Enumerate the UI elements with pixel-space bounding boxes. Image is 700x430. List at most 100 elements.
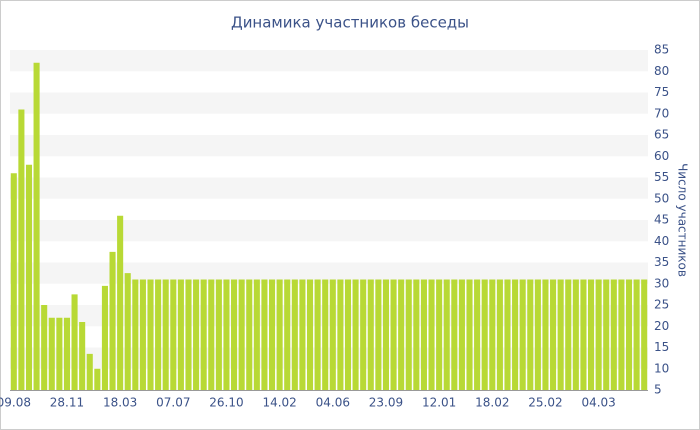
bar: [139, 279, 146, 390]
bar: [306, 279, 314, 390]
bar: [268, 279, 276, 390]
y-tick-label: 30: [654, 276, 669, 290]
bar: [322, 279, 329, 390]
bar: [519, 279, 526, 390]
bar: [86, 353, 93, 390]
bar: [375, 279, 382, 390]
bar: [238, 279, 245, 390]
bar: [185, 279, 192, 390]
bar: [382, 279, 390, 390]
bar: [284, 279, 291, 390]
bar: [124, 273, 131, 390]
bar: [94, 368, 101, 390]
bar: [466, 279, 473, 390]
bar: [177, 279, 184, 390]
bar: [329, 279, 336, 390]
bar: [504, 279, 511, 390]
bar: [534, 279, 541, 390]
bar: [41, 305, 48, 390]
bar: [18, 109, 25, 390]
y-tick-label: 5: [654, 383, 662, 397]
bar: [474, 279, 481, 390]
bar: [458, 279, 465, 390]
bar: [155, 279, 162, 390]
grid-band: [10, 92, 648, 114]
grid-band: [10, 262, 648, 284]
bar: [550, 279, 557, 390]
bar: [572, 279, 579, 390]
bar: [63, 317, 71, 390]
bar: [162, 279, 169, 390]
y-tick-label: 65: [654, 128, 669, 142]
grid-band: [10, 220, 648, 242]
bar: [101, 285, 108, 390]
x-tick-label: 26.10: [209, 396, 243, 410]
x-tick-label: 25.02: [528, 396, 562, 410]
y-tick-label: 55: [654, 170, 669, 184]
bar: [618, 279, 625, 390]
bar: [587, 279, 595, 390]
grid-band: [10, 347, 648, 369]
bar: [405, 279, 412, 390]
bar: [215, 279, 222, 390]
bar: [481, 279, 488, 390]
y-tick-label: 20: [654, 319, 669, 333]
bar: [360, 279, 367, 390]
bar: [33, 62, 40, 390]
y-tick-label: 35: [654, 255, 669, 269]
bar: [633, 279, 640, 390]
y-tick-label: 80: [654, 64, 669, 78]
bar: [10, 173, 17, 390]
bar: [261, 279, 268, 390]
bar: [420, 279, 427, 390]
bar: [625, 279, 633, 390]
bar: [367, 279, 374, 390]
x-tick-label: 28.11: [50, 396, 84, 410]
bar: [231, 279, 238, 390]
bar: [170, 279, 177, 390]
y-tick-label: 70: [654, 106, 669, 120]
bar: [527, 279, 534, 390]
y-tick-label: 15: [654, 340, 669, 354]
bar: [208, 279, 215, 390]
y-tick-label: 50: [654, 191, 669, 205]
bar: [512, 279, 519, 390]
y-tick-label: 40: [654, 234, 669, 248]
grid-band: [10, 135, 648, 157]
y-tick-label: 85: [654, 43, 669, 57]
x-tick-label: 09.08: [0, 396, 31, 410]
bar: [117, 215, 124, 390]
y-tick-label: 25: [654, 298, 669, 312]
bar: [299, 279, 306, 390]
x-tick-label: 14.02: [262, 396, 296, 410]
grid-band: [10, 50, 648, 72]
bar: [79, 322, 86, 390]
x-tick-label: 18.02: [475, 396, 509, 410]
x-tick-label: 18.03: [103, 396, 137, 410]
bar: [428, 279, 435, 390]
bar: [610, 279, 617, 390]
bar: [71, 294, 78, 390]
x-tick-label: 07.07: [156, 396, 190, 410]
y-tick-label: 10: [654, 361, 669, 375]
y-tick-label: 75: [654, 85, 669, 99]
bar: [595, 279, 602, 390]
bar: [223, 279, 230, 390]
bar: [603, 279, 610, 390]
chart-title: Динамика участников беседы: [231, 14, 469, 32]
bar: [451, 279, 458, 390]
y-axis-label: Число участников: [676, 163, 690, 277]
x-tick-label: 04.06: [316, 396, 350, 410]
bar: [147, 279, 154, 390]
bar: [496, 279, 503, 390]
bar: [25, 164, 33, 390]
y-tick-label: 60: [654, 149, 669, 163]
bar: [580, 279, 587, 390]
bar: [132, 279, 139, 390]
bar: [291, 279, 298, 390]
y-tick-label: 45: [654, 213, 669, 227]
bar: [398, 279, 405, 390]
bar: [109, 251, 116, 390]
bar: [542, 279, 549, 390]
